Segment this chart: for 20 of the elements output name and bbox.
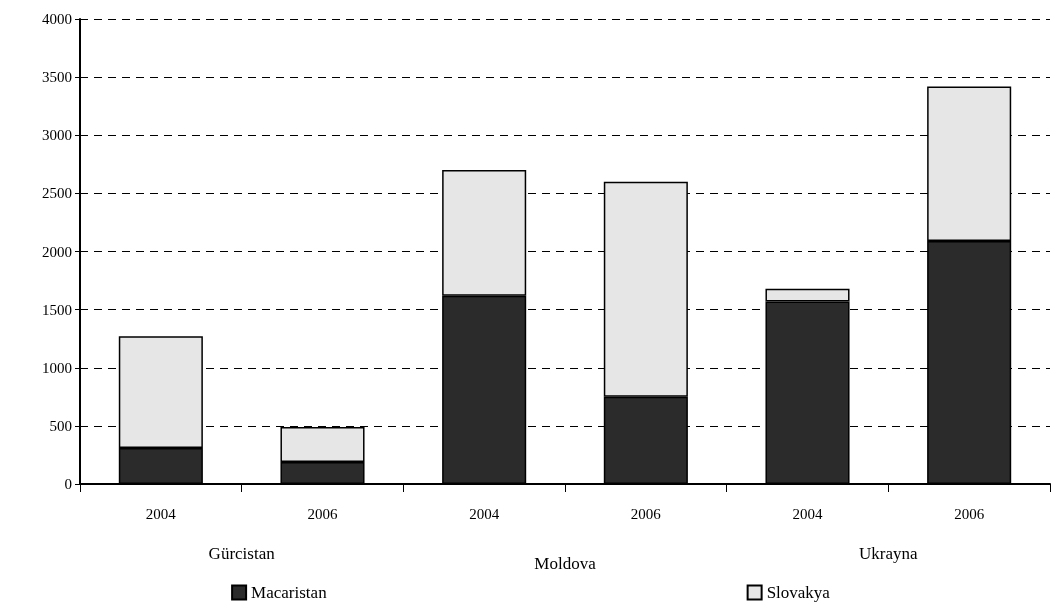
x-tick-label: 2004 xyxy=(792,505,823,522)
y-tick-label: 4000 xyxy=(42,11,72,27)
y-tick-label: 2000 xyxy=(42,243,72,260)
y-tick-label: 500 xyxy=(49,417,72,434)
x-tick-label: 2006 xyxy=(954,505,985,522)
x-tick-label: 2004 xyxy=(469,505,500,522)
y-tick-label: 1000 xyxy=(42,359,72,376)
x-tick-label: 2006 xyxy=(307,505,338,522)
legend-label: Macaristan xyxy=(251,583,328,602)
y-tick-label: 3500 xyxy=(42,69,72,86)
y-tick-label: 3000 xyxy=(42,127,72,144)
legend-label: Slovakya xyxy=(766,583,831,602)
y-tick-label: 0 xyxy=(64,476,72,492)
text: Ukrayna xyxy=(859,543,919,563)
y-tick-label: 2500 xyxy=(42,185,72,202)
x-tick-label: 2004 xyxy=(145,505,177,522)
y-tick-label: 1500 xyxy=(42,301,72,318)
x-tick-label: 2006 xyxy=(630,505,662,522)
text: Moldova xyxy=(534,553,597,573)
text: Gürcistan xyxy=(208,543,276,563)
